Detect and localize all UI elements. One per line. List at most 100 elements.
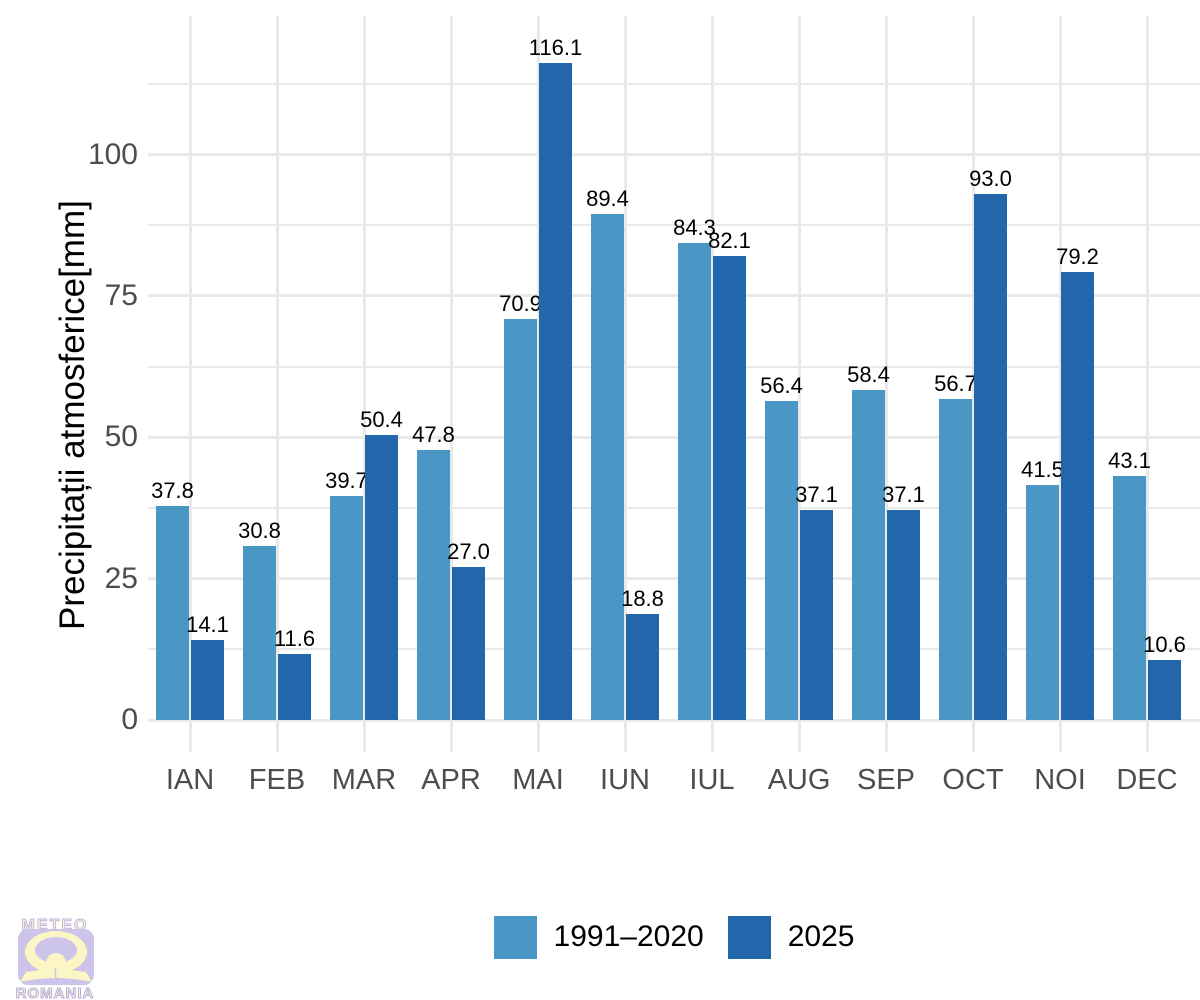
legend-label-2025: 2025 [787, 920, 855, 953]
value-label-s0-noi: 41.5 [1021, 457, 1064, 483]
h-gridline-major [148, 294, 1200, 298]
value-label-s1-iun: 18.8 [621, 585, 664, 611]
h-gridline-major [148, 718, 1200, 722]
x-tick-mai: MAI [512, 764, 564, 796]
v-gridline-feb [275, 16, 279, 752]
x-tick-aug: AUG [767, 764, 831, 796]
h-gridline-minor [148, 365, 1200, 368]
bar-s1-aug [800, 510, 833, 720]
value-label-s0-mar: 39.7 [325, 467, 368, 493]
legend-swatch-2025 [727, 915, 771, 959]
bar-s0-noi [1026, 485, 1059, 720]
value-label-s0-iul: 84.3 [673, 215, 716, 241]
value-label-s0-dec: 43.1 [1108, 448, 1151, 474]
v-gridline-mar [362, 16, 366, 752]
logo-bottom-text: ROMANIA [16, 985, 95, 1000]
x-tick-oct: OCT [942, 764, 1004, 796]
bar-s1-ian [191, 640, 224, 720]
x-tick-feb: FEB [248, 764, 306, 796]
v-gridline-iul [710, 16, 714, 752]
bar-s0-iul [678, 243, 711, 720]
meteo-romania-logo: METEO ROMANIA [15, 917, 95, 1000]
legend-item-1991-2020: 1991–2020 [493, 915, 704, 959]
value-label-s1-mai: 116.1 [528, 35, 583, 61]
y-tick-50: 50 [104, 420, 138, 454]
bar-s0-sep [852, 389, 885, 720]
logo-book-spine [54, 967, 57, 981]
bar-s0-mai [504, 319, 537, 720]
logo-omega-inner [35, 937, 77, 963]
value-label-s1-noi: 79.2 [1056, 244, 1099, 270]
bar-s0-mar [330, 495, 363, 720]
value-label-s0-iun: 89.4 [586, 186, 629, 212]
bar-s1-iul [713, 255, 746, 720]
bar-s0-apr [417, 449, 450, 720]
bar-s1-mai [539, 63, 572, 720]
value-label-s1-apr: 27.0 [447, 539, 490, 565]
bar-s0-oct [939, 399, 972, 720]
value-label-s0-apr: 47.8 [412, 421, 455, 447]
h-gridline-major [148, 153, 1200, 156]
value-label-s1-feb: 11.6 [273, 626, 316, 652]
bar-s1-iun [626, 613, 659, 720]
v-gridline-sep [884, 16, 888, 752]
value-label-s1-mar: 50.4 [360, 407, 403, 432]
h-gridline-minor [148, 82, 1200, 85]
v-gridline-ian [188, 16, 192, 752]
bar-s1-apr [452, 567, 485, 720]
legend-item-2025: 2025 [727, 915, 855, 959]
x-tick-sep: SEP [856, 764, 916, 796]
x-tick-apr: APR [421, 764, 481, 796]
value-label-s0-sep: 58.4 [847, 361, 890, 387]
value-label-s0-aug: 56.4 [760, 373, 803, 399]
v-gridline-dec [1145, 16, 1149, 752]
bar-s1-dec [1148, 660, 1181, 720]
y-axis-title: Precipitații atmosferice[mm] [53, 200, 92, 630]
x-tick-iun: IUN [600, 764, 650, 796]
plot-panel: 37.8 14.1 30.8 11.6 39.7 50.4 47.8 27.0 70.9 116.… [148, 16, 1200, 752]
bar-s1-feb [278, 654, 311, 720]
v-gridline-apr [449, 16, 453, 752]
value-label-s1-dec: 10.6 [1143, 632, 1186, 658]
bar-s0-dec [1113, 476, 1146, 720]
bar-s1-oct [974, 194, 1007, 720]
value-label-s1-sep: 37.1 [882, 482, 925, 508]
y-tick-0: 0 [121, 703, 138, 736]
h-gridline-minor [148, 506, 1200, 509]
bar-s0-feb [243, 545, 276, 720]
h-gridline-minor [148, 648, 1200, 651]
y-tick-100: 100 [87, 137, 138, 171]
v-gridline-noi [1058, 16, 1062, 752]
legend-swatch-1991-2020 [493, 915, 537, 959]
x-tick-mar: MAR [331, 764, 397, 796]
x-tick-noi: NOI [1034, 764, 1086, 796]
value-label-s0-ian: 37.8 [151, 478, 194, 504]
x-tick-iul: IUL [689, 764, 735, 796]
v-gridline-mai [536, 16, 540, 752]
value-label-s0-mai: 70.9 [499, 291, 542, 317]
h-gridline-minor [148, 224, 1200, 227]
bar-s0-ian [156, 506, 189, 720]
logo-omega-dot [46, 953, 66, 973]
value-label-s1-iul: 82.1 [708, 227, 751, 253]
value-label-s1-ian: 14.1 [186, 612, 229, 638]
v-gridline-iun [623, 16, 627, 752]
y-tick-25: 25 [104, 561, 138, 595]
value-label-s0-oct: 56.7 [934, 371, 977, 397]
legend-label-1991-2020: 1991–2020 [553, 920, 704, 953]
bar-s0-aug [765, 401, 798, 720]
y-tick-75: 75 [104, 278, 138, 312]
v-gridline-aug [797, 16, 801, 752]
value-label-s1-oct: 93.0 [969, 166, 1012, 192]
value-label-s1-aug: 37.1 [795, 482, 838, 508]
x-tick-ian: IAN [165, 764, 215, 796]
h-gridline-major [148, 577, 1200, 581]
bar-s1-noi [1061, 272, 1094, 720]
bar-s1-sep [887, 510, 920, 720]
v-gridline-oct [971, 16, 975, 752]
bar-s0-iun [591, 214, 624, 720]
h-gridline-major [148, 435, 1200, 439]
value-label-s0-feb: 30.8 [238, 517, 281, 543]
x-tick-dec: DEC [1116, 764, 1178, 796]
